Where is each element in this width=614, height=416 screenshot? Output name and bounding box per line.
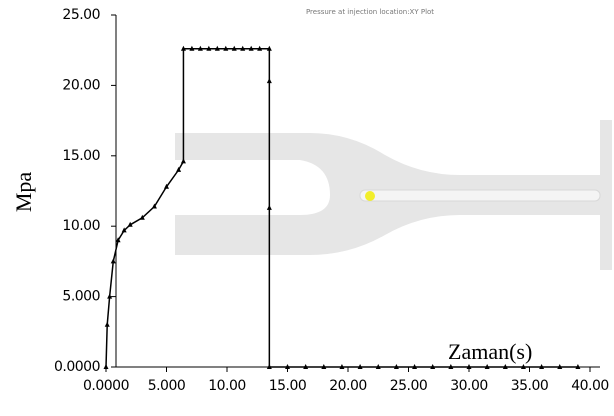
data-point — [110, 258, 116, 264]
data-point — [214, 45, 220, 51]
data-point — [303, 364, 309, 369]
data-point — [430, 364, 436, 369]
y-tick-label: 0.0000 — [54, 359, 100, 375]
data-point — [139, 214, 145, 220]
runner — [359, 189, 601, 202]
data-point — [127, 221, 133, 227]
x-tick-label: 40.00 — [571, 378, 609, 394]
y-tick-label: 10.00 — [62, 218, 100, 234]
data-point — [115, 237, 121, 243]
x-tick-label: 5.000 — [148, 378, 186, 394]
part-background — [175, 120, 612, 270]
data-point — [104, 321, 110, 327]
x-tick-label: 0.0000 — [83, 378, 129, 394]
data-point — [266, 204, 272, 210]
data-point — [197, 45, 203, 51]
data-point — [266, 45, 272, 51]
data-point — [248, 45, 254, 51]
data-point — [121, 227, 127, 233]
data-point — [164, 183, 169, 189]
data-point — [151, 203, 157, 209]
data-point — [339, 364, 345, 369]
x-tick-label: 20.00 — [329, 378, 367, 394]
data-point — [412, 364, 418, 369]
injection-point — [365, 191, 375, 201]
data-point — [321, 364, 327, 369]
data-point — [539, 364, 545, 369]
y-tick-label: 5.000 — [62, 289, 100, 305]
data-point — [107, 293, 113, 299]
data-point — [206, 45, 212, 51]
data-point — [257, 45, 263, 51]
data-point — [180, 158, 186, 164]
data-point — [180, 45, 186, 51]
x-tick-label: 25.00 — [390, 378, 428, 394]
x-tick-label: 10.00 — [208, 378, 246, 394]
x-tick-label: 35.00 — [511, 378, 549, 394]
data-point — [285, 364, 290, 369]
data-point — [223, 45, 229, 51]
data-point — [393, 364, 399, 369]
chart-title: Pressure at injection location:XY Plot — [306, 8, 434, 16]
data-point — [176, 166, 182, 172]
data-point — [520, 364, 526, 369]
y-axis-label: Mpa — [11, 172, 36, 213]
data-point — [557, 364, 563, 369]
data-point — [484, 364, 490, 369]
y-tick-label: 25.00 — [62, 7, 100, 23]
data-point — [448, 364, 454, 369]
x-tick-label: 15.00 — [269, 378, 307, 394]
data-point — [189, 45, 195, 51]
x-axis-label: Zaman(s) — [448, 339, 532, 364]
data-point — [240, 45, 246, 51]
data-point — [231, 45, 237, 51]
data-point — [575, 364, 581, 369]
data-point — [266, 364, 272, 369]
data-point — [375, 364, 381, 369]
x-tick-label: 30.00 — [450, 378, 488, 394]
y-tick-label: 20.00 — [62, 77, 100, 93]
data-point — [103, 364, 109, 369]
data-point — [266, 78, 272, 84]
y-tick-label: 15.00 — [62, 148, 100, 164]
data-point — [502, 364, 508, 369]
data-point — [357, 364, 363, 369]
data-point — [466, 364, 472, 369]
